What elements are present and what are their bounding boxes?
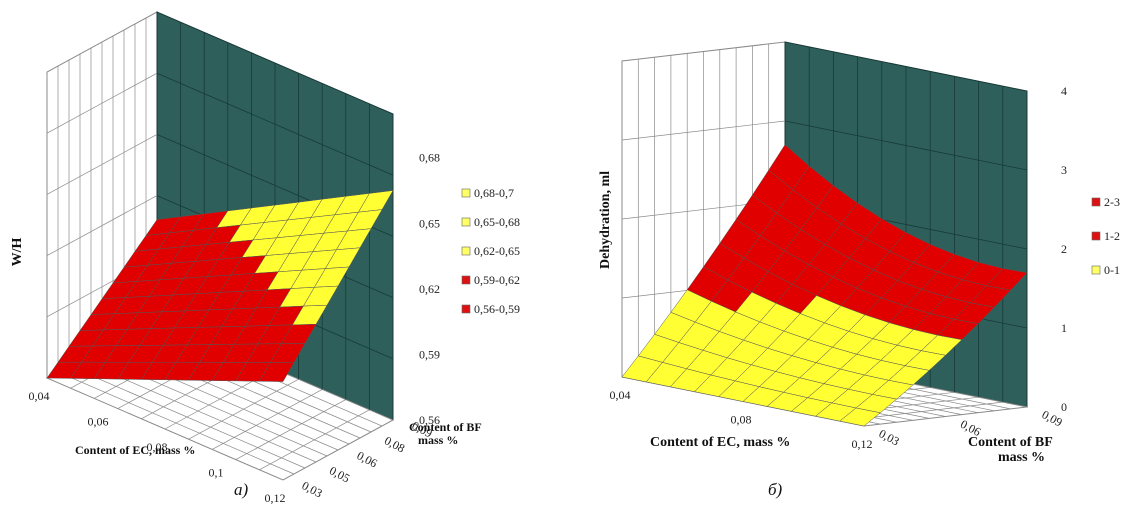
- floor-gridline: [68, 365, 306, 469]
- surface-chart-a: 0,560,590,620,650,68 0,040,060,080,10,12…: [10, 11, 520, 505]
- legend-swatch: [1091, 231, 1101, 241]
- legend-swatch: [1091, 197, 1101, 207]
- surface-patch: [258, 362, 295, 382]
- legend-swatch: [461, 246, 471, 256]
- x-tick-label: 0,1: [209, 466, 224, 480]
- legend-label: 0,62-0,65: [474, 244, 520, 258]
- z-tick-label: 0: [1061, 400, 1067, 414]
- legend-label: 0,68-0,7: [474, 186, 514, 200]
- y-axis-title-a-line1: Content of BF: [409, 420, 482, 434]
- z-tick-label: 0,68: [419, 151, 440, 165]
- surface-patch: [839, 407, 881, 427]
- y-tick-label: 0,08: [382, 433, 407, 455]
- legend-label: 0,65-0,68: [474, 215, 520, 229]
- x-tick-label: 0,04: [610, 388, 631, 402]
- legend-label: 1-2: [1104, 229, 1120, 243]
- legend-swatch: [461, 275, 471, 285]
- floor-gridline: [57, 371, 295, 475]
- x-tick-label: 0,06: [88, 415, 109, 429]
- y-axis-title-b-line1: Content of BF: [968, 435, 1053, 450]
- z-tick-label: 0,65: [419, 216, 440, 230]
- y-tick-label: 0,03: [877, 426, 902, 448]
- x-axis-title-a: Content of EC, mass %: [75, 443, 195, 457]
- side-wall-gridline: [621, 120, 786, 141]
- legend-swatch: [461, 304, 471, 314]
- side-wall-gridline: [46, 134, 158, 195]
- x-tick-label: 0,12: [852, 437, 873, 451]
- z-tick-label: 1: [1061, 321, 1067, 335]
- legend-label: 0-1: [1104, 263, 1120, 277]
- legend-swatch: [461, 217, 471, 227]
- legend-swatch: [1091, 265, 1101, 275]
- side-wall-gridline: [46, 72, 158, 134]
- side-wall-gridline: [46, 195, 158, 256]
- z-tick-label: 4: [1061, 84, 1067, 98]
- z-tick-label: 2: [1061, 242, 1067, 256]
- legend-label: 0,56-0,59: [474, 302, 520, 316]
- y-tick-label: 0,03: [300, 478, 325, 500]
- panel-caption-a: a): [234, 480, 249, 499]
- y-tick-label: 0,05: [327, 463, 352, 485]
- x-tick-label: 0,12: [265, 491, 286, 505]
- x-tick-label: 0,08: [731, 413, 752, 427]
- back-wall-gridline: [156, 72, 394, 176]
- legend-swatch: [461, 188, 471, 198]
- legend-label: 0,59-0,62: [474, 273, 520, 287]
- y-axis-title-a-line2: mass %: [418, 433, 458, 447]
- x-tick-label: 0,04: [29, 389, 50, 403]
- z-axis-title-b: Dehydration, ml: [598, 171, 613, 269]
- y-tick-label: 0,06: [355, 448, 380, 470]
- panel-caption-b: б): [768, 480, 783, 499]
- z-tick-label: 3: [1061, 163, 1067, 177]
- z-axis-title-a: W/H: [10, 238, 25, 267]
- legend-label: 2-3: [1104, 195, 1120, 209]
- x-tick-label: 0,08: [147, 440, 168, 454]
- y-axis-title-b-line2: mass %: [998, 450, 1045, 465]
- z-tick-label: 0,56: [419, 413, 440, 427]
- x-axis-title-b: Content of EC, mass %: [650, 435, 790, 450]
- z-tick-label: 0,62: [419, 282, 440, 296]
- back-wall-gridline: [784, 120, 1028, 171]
- z-tick-label: 0,59: [419, 347, 440, 361]
